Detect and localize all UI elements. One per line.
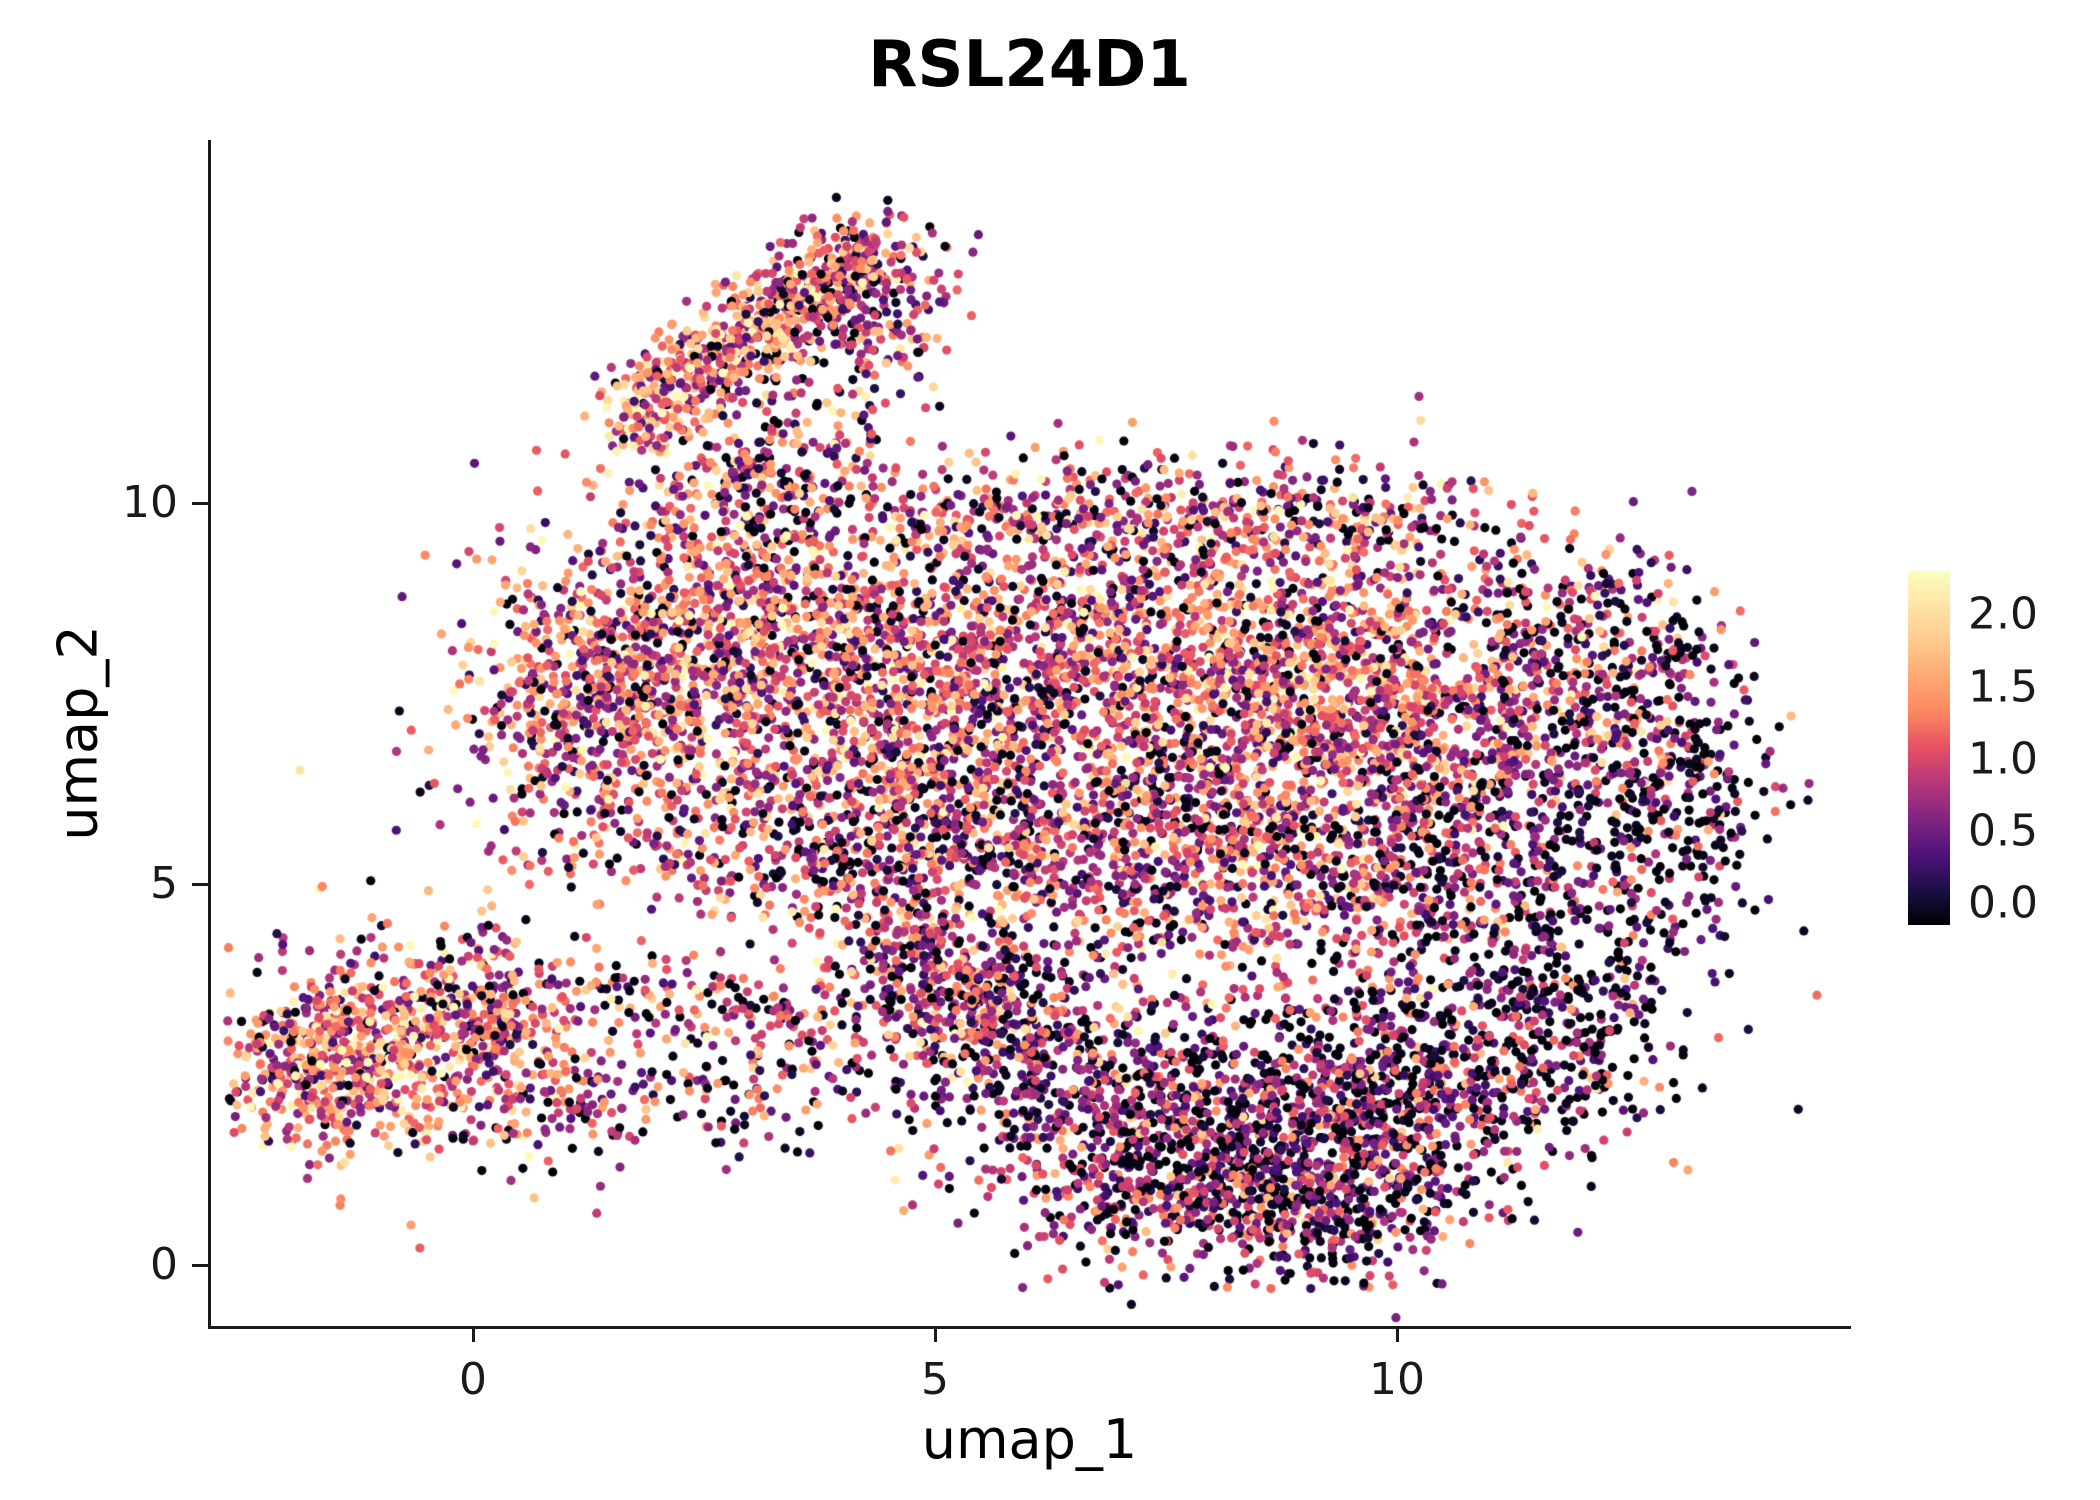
colorbar-gradient [1908, 571, 1950, 925]
x-tick-mark [1395, 1326, 1399, 1342]
colorbar-tick-label: 2.0 [1968, 588, 2038, 640]
x-tick-label: 0 [459, 1354, 487, 1405]
x-tick-mark [471, 1326, 475, 1342]
x-axis-line [208, 1326, 1851, 1329]
y-tick-mark [192, 501, 208, 505]
y-tick-label: 5 [150, 858, 178, 909]
y-tick-label: 0 [150, 1239, 178, 1290]
colorbar-tick-label: 1.0 [1968, 733, 2038, 785]
x-tick-label: 10 [1369, 1354, 1425, 1405]
y-axis-label: umap_2 [46, 625, 110, 841]
y-tick-mark [192, 882, 208, 886]
colorbar-tick-label: 0.0 [1968, 877, 2038, 929]
colorbar-tick-label: 0.5 [1968, 805, 2038, 857]
y-tick-mark [192, 1263, 208, 1267]
y-tick-label: 10 [122, 477, 178, 528]
x-tick-label: 5 [921, 1354, 949, 1405]
colorbar: 2.0 1.5 1.0 0.5 0.0 [1908, 571, 2100, 929]
x-tick-mark [933, 1326, 937, 1342]
colorbar-tick-label: 1.5 [1968, 661, 2038, 713]
y-axis-line [208, 140, 211, 1329]
x-axis-label: umap_1 [921, 1408, 1138, 1471]
